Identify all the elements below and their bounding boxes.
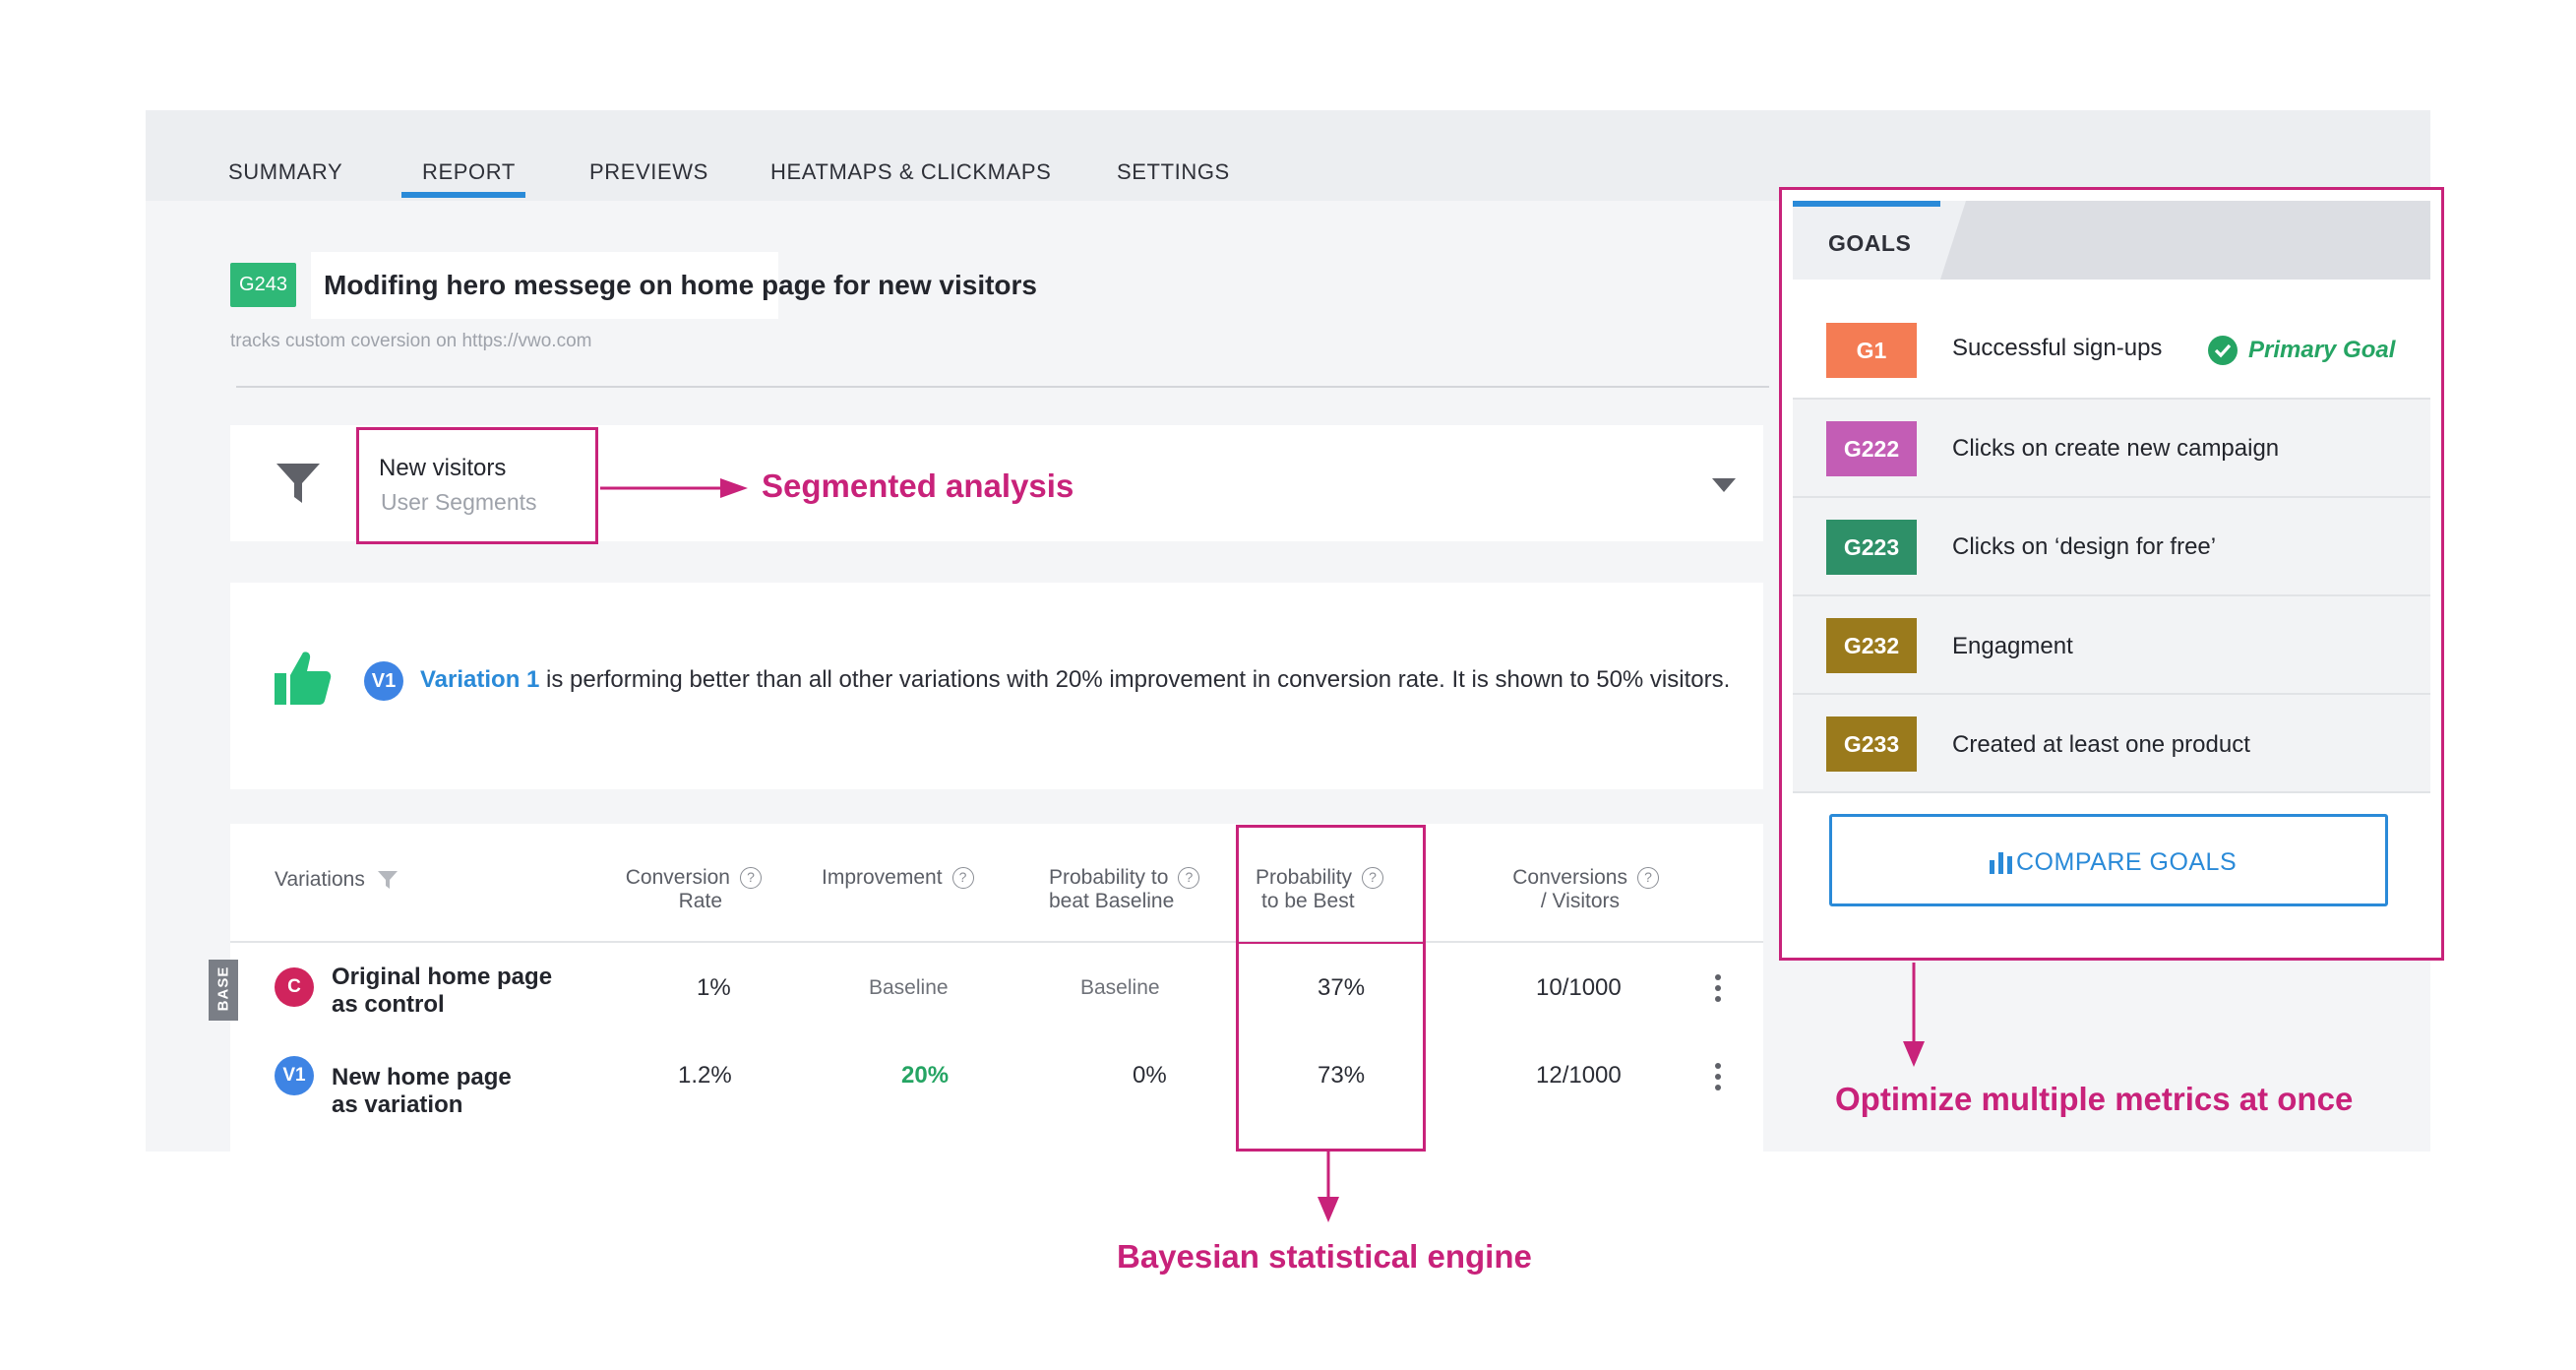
conversion-rate-value: 1.2% (678, 1062, 732, 1089)
experiment-id-badge: G243 (230, 263, 296, 307)
callout-optimize-metrics: Optimize multiple metrics at once (1835, 1081, 2354, 1117)
row-menu-icon[interactable] (1713, 1063, 1723, 1095)
goals-tab-edge (1940, 201, 1966, 280)
goal-name: Engagment (1952, 633, 2073, 659)
thumbs-up-icon (274, 650, 333, 712)
help-icon[interactable]: ? (951, 867, 974, 890)
segment-name: New visitors (379, 455, 507, 481)
variations-filter-icon[interactable] (377, 870, 399, 890)
column-header-improvement: Improvement? (822, 866, 974, 890)
variation-badge: V1 (275, 1056, 314, 1095)
help-icon[interactable]: ? (1178, 867, 1200, 890)
variation-badge: V1 (364, 661, 403, 701)
active-tab-indicator (401, 192, 525, 198)
probability-beat-baseline-value: 0% (1133, 1062, 1167, 1089)
variation-link[interactable]: Variation 1 (420, 666, 540, 693)
tab-goals[interactable] (1793, 201, 1940, 280)
column-header-conversion-rate: Conversion? Rate (614, 866, 762, 913)
goal-name: Clicks on create new campaign (1952, 435, 2280, 462)
compare-goals-button[interactable] (1829, 814, 2388, 906)
improvement-value: 20% (901, 1062, 950, 1089)
experiment-subtitle: tracks custom coversion on https://vwo.c… (230, 331, 592, 351)
conversions-visitors-value: 12/1000 (1536, 1062, 1622, 1089)
tab-previews[interactable]: PREVIEWS (589, 159, 708, 184)
bar-chart-icon (1989, 850, 2014, 879)
variation-name[interactable]: New home page as variation (332, 1064, 512, 1118)
conversion-rate-value: 1% (697, 974, 731, 1001)
result-summary: Variation 1 is performing better than al… (420, 661, 1739, 699)
table-header-divider (230, 941, 1763, 943)
probability-highlight-box (1236, 825, 1426, 1152)
segmented-arrow-icon (600, 478, 748, 498)
goal-name: Created at least one product (1952, 731, 2250, 758)
optimize-arrow-icon (1903, 963, 1925, 1067)
variation-name[interactable]: Original home page as control (332, 964, 553, 1018)
goal-name: Clicks on ‘design for free’ (1952, 533, 2217, 560)
experiment-title-background (311, 252, 778, 319)
probability-beat-baseline-value: Baseline (1080, 976, 1160, 999)
filter-icon[interactable] (276, 463, 321, 509)
probability-highlight-divider (1236, 942, 1426, 944)
probability-to-be-best-value: 37% (1318, 974, 1366, 1001)
tab-report[interactable]: REPORT (422, 159, 516, 184)
tab-settings[interactable]: SETTINGS (1117, 159, 1230, 184)
goal-badge: G232 (1826, 618, 1917, 673)
tab-bar (146, 110, 2430, 201)
goals-tab-label: GOALS (1828, 230, 1912, 256)
column-header-probability-to-be-best: Probability? to be Best (1256, 866, 1384, 913)
bayesian-arrow-icon (1318, 1152, 1339, 1222)
goal-badge: G233 (1826, 716, 1917, 772)
probability-to-be-best-value: 73% (1318, 1062, 1366, 1089)
row-menu-icon[interactable] (1713, 974, 1723, 1007)
segment-label: User Segments (381, 489, 537, 515)
column-header-probability-beat-baseline: Probability to? beat Baseline (1049, 866, 1200, 913)
segment-selector[interactable] (356, 427, 598, 544)
header-divider (236, 386, 1769, 388)
goal-badge: G223 (1826, 520, 1917, 575)
column-header-variations[interactable]: Variations (275, 868, 399, 892)
tab-summary[interactable]: SUMMARY (228, 159, 343, 184)
check-circle-icon (2208, 336, 2238, 365)
result-panel (230, 583, 1763, 789)
primary-goal-label: Primary Goal (2248, 337, 2396, 363)
help-icon[interactable]: ? (740, 867, 762, 890)
callout-bayesian-engine: Bayesian statistical engine (1117, 1238, 1532, 1275)
column-header-conversions-visitors: Conversions? / Visitors (1502, 866, 1659, 913)
experiment-title: Modifing hero messege on home page for n… (324, 270, 1038, 300)
improvement-value: Baseline (869, 976, 949, 999)
result-summary-text: is performing better than all other vari… (539, 666, 1731, 693)
goal-badge: G222 (1826, 421, 1917, 476)
base-tag: BASE (209, 960, 238, 1021)
compare-goals-label: COMPARE GOALS (2016, 848, 2238, 876)
tab-heatmaps-clickmaps[interactable]: HEATMAPS & CLICKMAPS (770, 159, 1052, 184)
goal-name: Successful sign-ups (1952, 335, 2163, 361)
help-icon[interactable]: ? (1362, 867, 1384, 890)
help-icon[interactable]: ? (1637, 867, 1659, 890)
variations-table (230, 824, 1763, 1153)
conversions-visitors-value: 10/1000 (1536, 974, 1622, 1001)
callout-segmented-analysis: Segmented analysis (762, 467, 1074, 504)
control-badge: C (275, 967, 314, 1007)
segment-dropdown-caret-icon[interactable] (1712, 478, 1736, 492)
goal-badge: G1 (1826, 323, 1917, 378)
